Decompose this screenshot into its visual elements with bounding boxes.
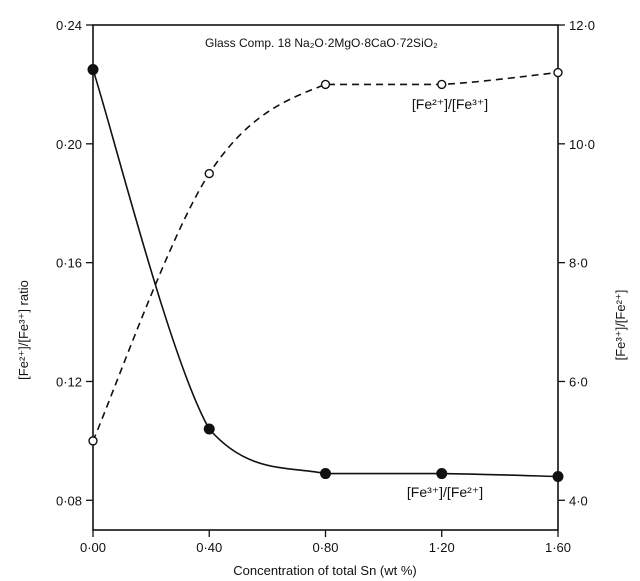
composition-label: Glass Comp. 18 Na₂O·2MgO·8CaO·72SiO₂ <box>205 36 438 50</box>
data-point-open <box>553 67 563 78</box>
y-left-tick-label: 0·08 <box>56 493 82 508</box>
data-point-filled <box>436 468 448 480</box>
series-line-fe2-fe3 <box>92 71 559 442</box>
series-line-fe3-fe2 <box>92 69 559 478</box>
y-right-tick-label: 6·0 <box>569 374 588 389</box>
annotation-fe2-fe3: [Fe²⁺]/[Fe³⁺] <box>412 96 488 112</box>
y-left-tick-label: 0·16 <box>56 256 82 271</box>
curves-layer <box>92 69 559 478</box>
x-tick-label: 0·00 <box>80 540 106 555</box>
data-point-open <box>88 436 98 446</box>
y-left-tick-label: 0·24 <box>56 18 82 33</box>
points-layer <box>87 64 564 483</box>
y-right-tick-label: 10·0 <box>569 137 595 152</box>
annotation-fe3-fe2: [Fe³⁺]/[Fe²⁺] <box>407 484 483 500</box>
y-axis-title-left: [Fe²⁺]/[Fe³⁺] ratio <box>16 280 31 380</box>
y-right-tick-label: 4·0 <box>569 493 588 508</box>
y-axis-title-right: [Fe³⁺]/[Fe²⁺] <box>613 290 628 361</box>
data-point-open <box>204 168 214 179</box>
y-right-tick-label: 8·0 <box>569 256 588 271</box>
ticks-layer: 0·00 0·40 0·80 1·20 1·60 0·08 0·12 0·16 0·20 0·24… <box>56 18 595 555</box>
y-right-tick-label: 12·0 <box>569 18 595 33</box>
plot-frame <box>92 24 559 531</box>
data-point-filled <box>87 64 99 76</box>
data-point-filled <box>320 468 331 480</box>
data-point-open <box>437 79 447 90</box>
x-tick-label: 0·40 <box>196 540 222 555</box>
y-left-tick-label: 0·12 <box>56 374 82 389</box>
x-tick-label: 1·20 <box>429 540 455 555</box>
data-point-filled <box>552 471 564 483</box>
x-tick-label: 1·60 <box>545 540 571 555</box>
x-axis-title: Concentration of total Sn (wt %) <box>233 563 417 578</box>
data-point-open <box>320 79 331 90</box>
y-left-tick-label: 0·20 <box>56 137 82 152</box>
x-tick-label: 0·80 <box>312 540 338 555</box>
data-point-filled <box>203 423 215 435</box>
